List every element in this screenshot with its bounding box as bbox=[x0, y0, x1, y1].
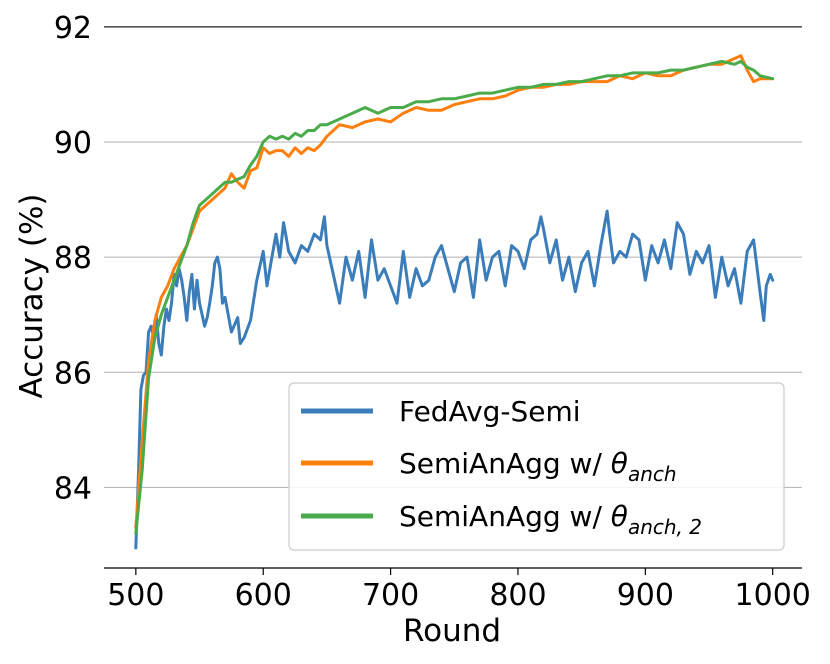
legend-label-anch: SemiAnAgg w/ θanch bbox=[399, 447, 677, 486]
series-lines bbox=[134, 54, 775, 550]
series-line-semianagg-anch2 bbox=[134, 59, 775, 535]
x-tick-label: 600 bbox=[235, 578, 292, 613]
x-axis-label: Round bbox=[403, 613, 501, 649]
x-tick-label: 800 bbox=[489, 578, 546, 613]
y-axis-label: Accuracy (%) bbox=[14, 193, 50, 398]
y-tick-label: 90 bbox=[54, 126, 92, 161]
series-line-semianagg-anch bbox=[134, 54, 775, 530]
tick-labels: 84 86 88 90 92 500 600 700 800 900 1000 bbox=[54, 11, 811, 613]
y-tick-label: 86 bbox=[54, 356, 92, 391]
x-tick-label: 1000 bbox=[735, 578, 811, 613]
y-tick-label: 84 bbox=[54, 471, 92, 506]
x-tick-label: 700 bbox=[362, 578, 419, 613]
legend-label-anch2: SemiAnAgg w/ θanch, 2 bbox=[399, 500, 702, 539]
y-tick-label: 92 bbox=[54, 11, 92, 46]
series-line-fedavg-semi bbox=[134, 209, 775, 550]
legend-label-fedavg: FedAvg-Semi bbox=[399, 395, 581, 428]
y-tick-label: 88 bbox=[54, 241, 92, 276]
legend-box bbox=[288, 382, 785, 551]
x-tick-label: 500 bbox=[107, 578, 164, 613]
legend: FedAvg-Semi SemiAnAgg w/ θanch SemiAnAgg… bbox=[288, 382, 785, 551]
x-tick-label: 900 bbox=[617, 578, 674, 613]
